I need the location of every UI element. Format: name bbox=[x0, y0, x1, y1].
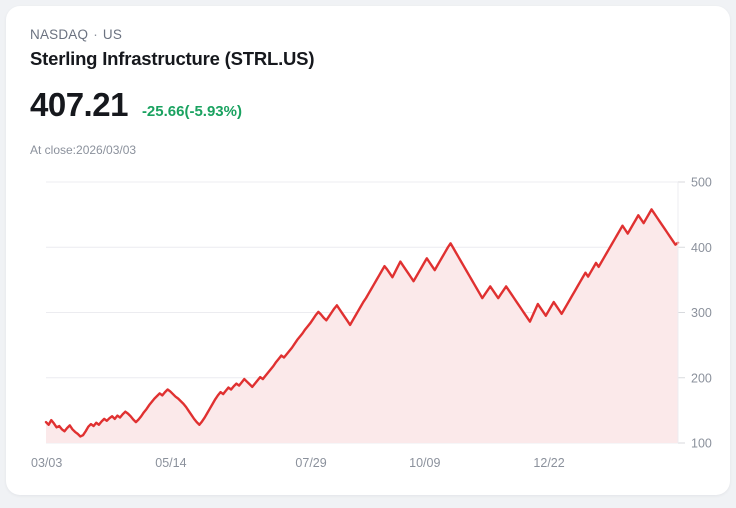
chart-area-fill bbox=[46, 209, 678, 443]
close-note: At close:2026/03/03 bbox=[30, 143, 137, 157]
y-axis-label: 200 bbox=[691, 371, 712, 385]
y-axis-label: 300 bbox=[691, 306, 712, 320]
x-axis-label: 05/14 bbox=[155, 456, 186, 470]
y-axis-ticks bbox=[677, 181, 685, 444]
region-label: US bbox=[102, 27, 123, 42]
x-axis-label: 10/09 bbox=[409, 456, 440, 470]
area-fill-path bbox=[46, 209, 678, 443]
y-axis-label: 100 bbox=[691, 437, 712, 451]
quote-header: NASDAQ · US Sterling Infrastructure (STRL.… bbox=[30, 26, 690, 72]
y-axis-labels: 500 400 300 200 100 bbox=[691, 176, 712, 451]
stock-quote-card: NASDAQ · US Sterling Infrastructure (STRL.… bbox=[6, 6, 730, 495]
last-price: 407.21 bbox=[30, 86, 128, 123]
price-line-path bbox=[44, 208, 680, 438]
chart-price-line bbox=[44, 208, 680, 438]
y-axis-label: 500 bbox=[691, 176, 712, 190]
x-axis-label: 03/03 bbox=[31, 456, 62, 470]
price-chart-svg[interactable]: 500 400 300 200 100 03/03 05/14 07/29 10/09 12/2… bbox=[6, 166, 730, 486]
exchange-label: NASDAQ bbox=[30, 27, 89, 42]
separator-dot: · bbox=[93, 27, 98, 42]
x-axis-labels: 03/03 05/14 07/29 10/09 12/22 bbox=[31, 456, 565, 470]
price-row: 407.21 -25.66(-5.93%) bbox=[30, 86, 242, 124]
page-title: Sterling Infrastructure (STRL.US) bbox=[30, 48, 315, 69]
price-change: -25.66(-5.93%) bbox=[141, 103, 242, 120]
exchange-line: NASDAQ · US bbox=[30, 26, 690, 44]
price-chart[interactable]: 500 400 300 200 100 03/03 05/14 07/29 10/09 12/2… bbox=[6, 166, 730, 486]
y-axis-label: 400 bbox=[691, 241, 712, 255]
x-axis-label: 07/29 bbox=[295, 456, 326, 470]
x-axis-label: 12/22 bbox=[533, 456, 564, 470]
